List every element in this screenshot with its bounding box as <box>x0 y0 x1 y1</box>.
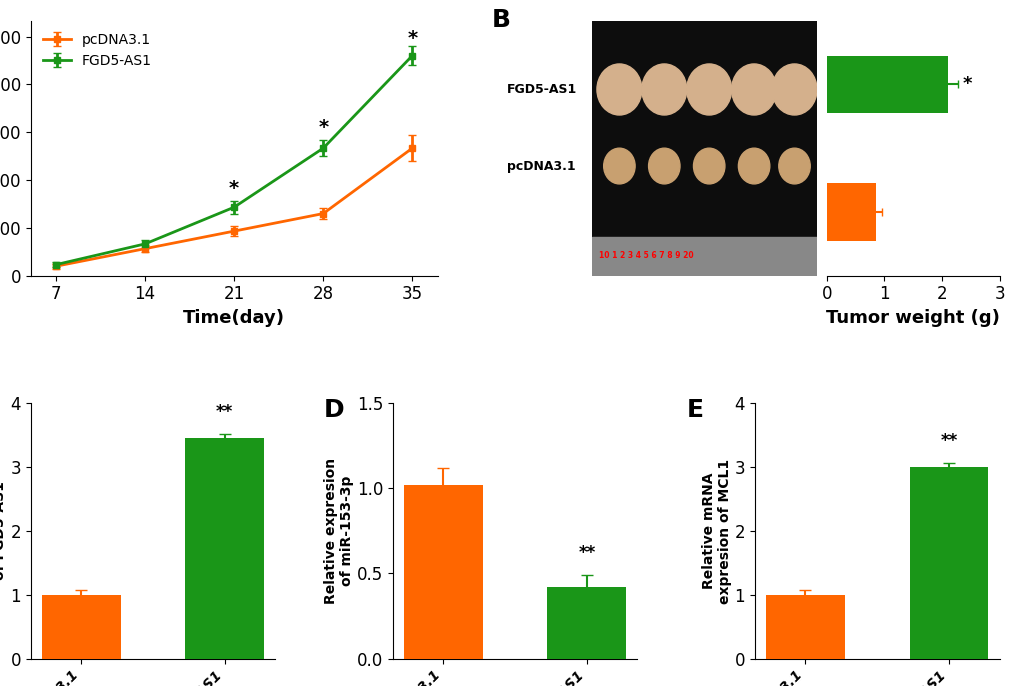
X-axis label: Tumor weight (g): Tumor weight (g) <box>825 309 1000 327</box>
Text: FGD5-AS1: FGD5-AS1 <box>506 83 577 96</box>
Circle shape <box>603 148 635 184</box>
Text: *: * <box>407 29 417 48</box>
Bar <box>592 237 816 276</box>
Circle shape <box>738 148 769 184</box>
Bar <box>404 485 482 659</box>
Legend: pcDNA3.1, FGD5-AS1: pcDNA3.1, FGD5-AS1 <box>38 27 157 73</box>
Circle shape <box>641 64 686 115</box>
Circle shape <box>779 148 809 184</box>
Y-axis label: Relative mRNA
expresion of MCL1: Relative mRNA expresion of MCL1 <box>701 458 731 604</box>
Y-axis label: Relative expresion
of miR-153-3p: Relative expresion of miR-153-3p <box>323 458 354 604</box>
Circle shape <box>596 64 641 115</box>
Bar <box>765 595 844 659</box>
Circle shape <box>693 148 725 184</box>
Text: *: * <box>961 75 971 93</box>
Bar <box>826 183 875 241</box>
Circle shape <box>731 64 775 115</box>
Text: *: * <box>318 118 328 137</box>
X-axis label: Time(day): Time(day) <box>183 309 285 327</box>
Bar <box>826 56 947 113</box>
Bar <box>42 595 120 659</box>
Text: **: ** <box>940 432 957 450</box>
Text: *: * <box>229 178 239 198</box>
Circle shape <box>771 64 816 115</box>
Bar <box>592 21 816 237</box>
Circle shape <box>648 148 680 184</box>
Bar <box>185 438 264 659</box>
Bar <box>547 587 626 659</box>
Text: pcDNA3.1: pcDNA3.1 <box>506 160 575 173</box>
Y-axis label: Relative expresion
of FGD5-AS1: Relative expresion of FGD5-AS1 <box>0 458 7 604</box>
Text: **: ** <box>578 545 595 563</box>
Bar <box>909 467 987 659</box>
Text: **: ** <box>216 403 233 421</box>
Text: D: D <box>324 399 344 423</box>
Text: E: E <box>686 399 703 423</box>
Text: 10 1 2 3 4 5 6 7 8 9 20: 10 1 2 3 4 5 6 7 8 9 20 <box>598 252 693 261</box>
Circle shape <box>686 64 731 115</box>
Text: B: B <box>491 8 510 32</box>
